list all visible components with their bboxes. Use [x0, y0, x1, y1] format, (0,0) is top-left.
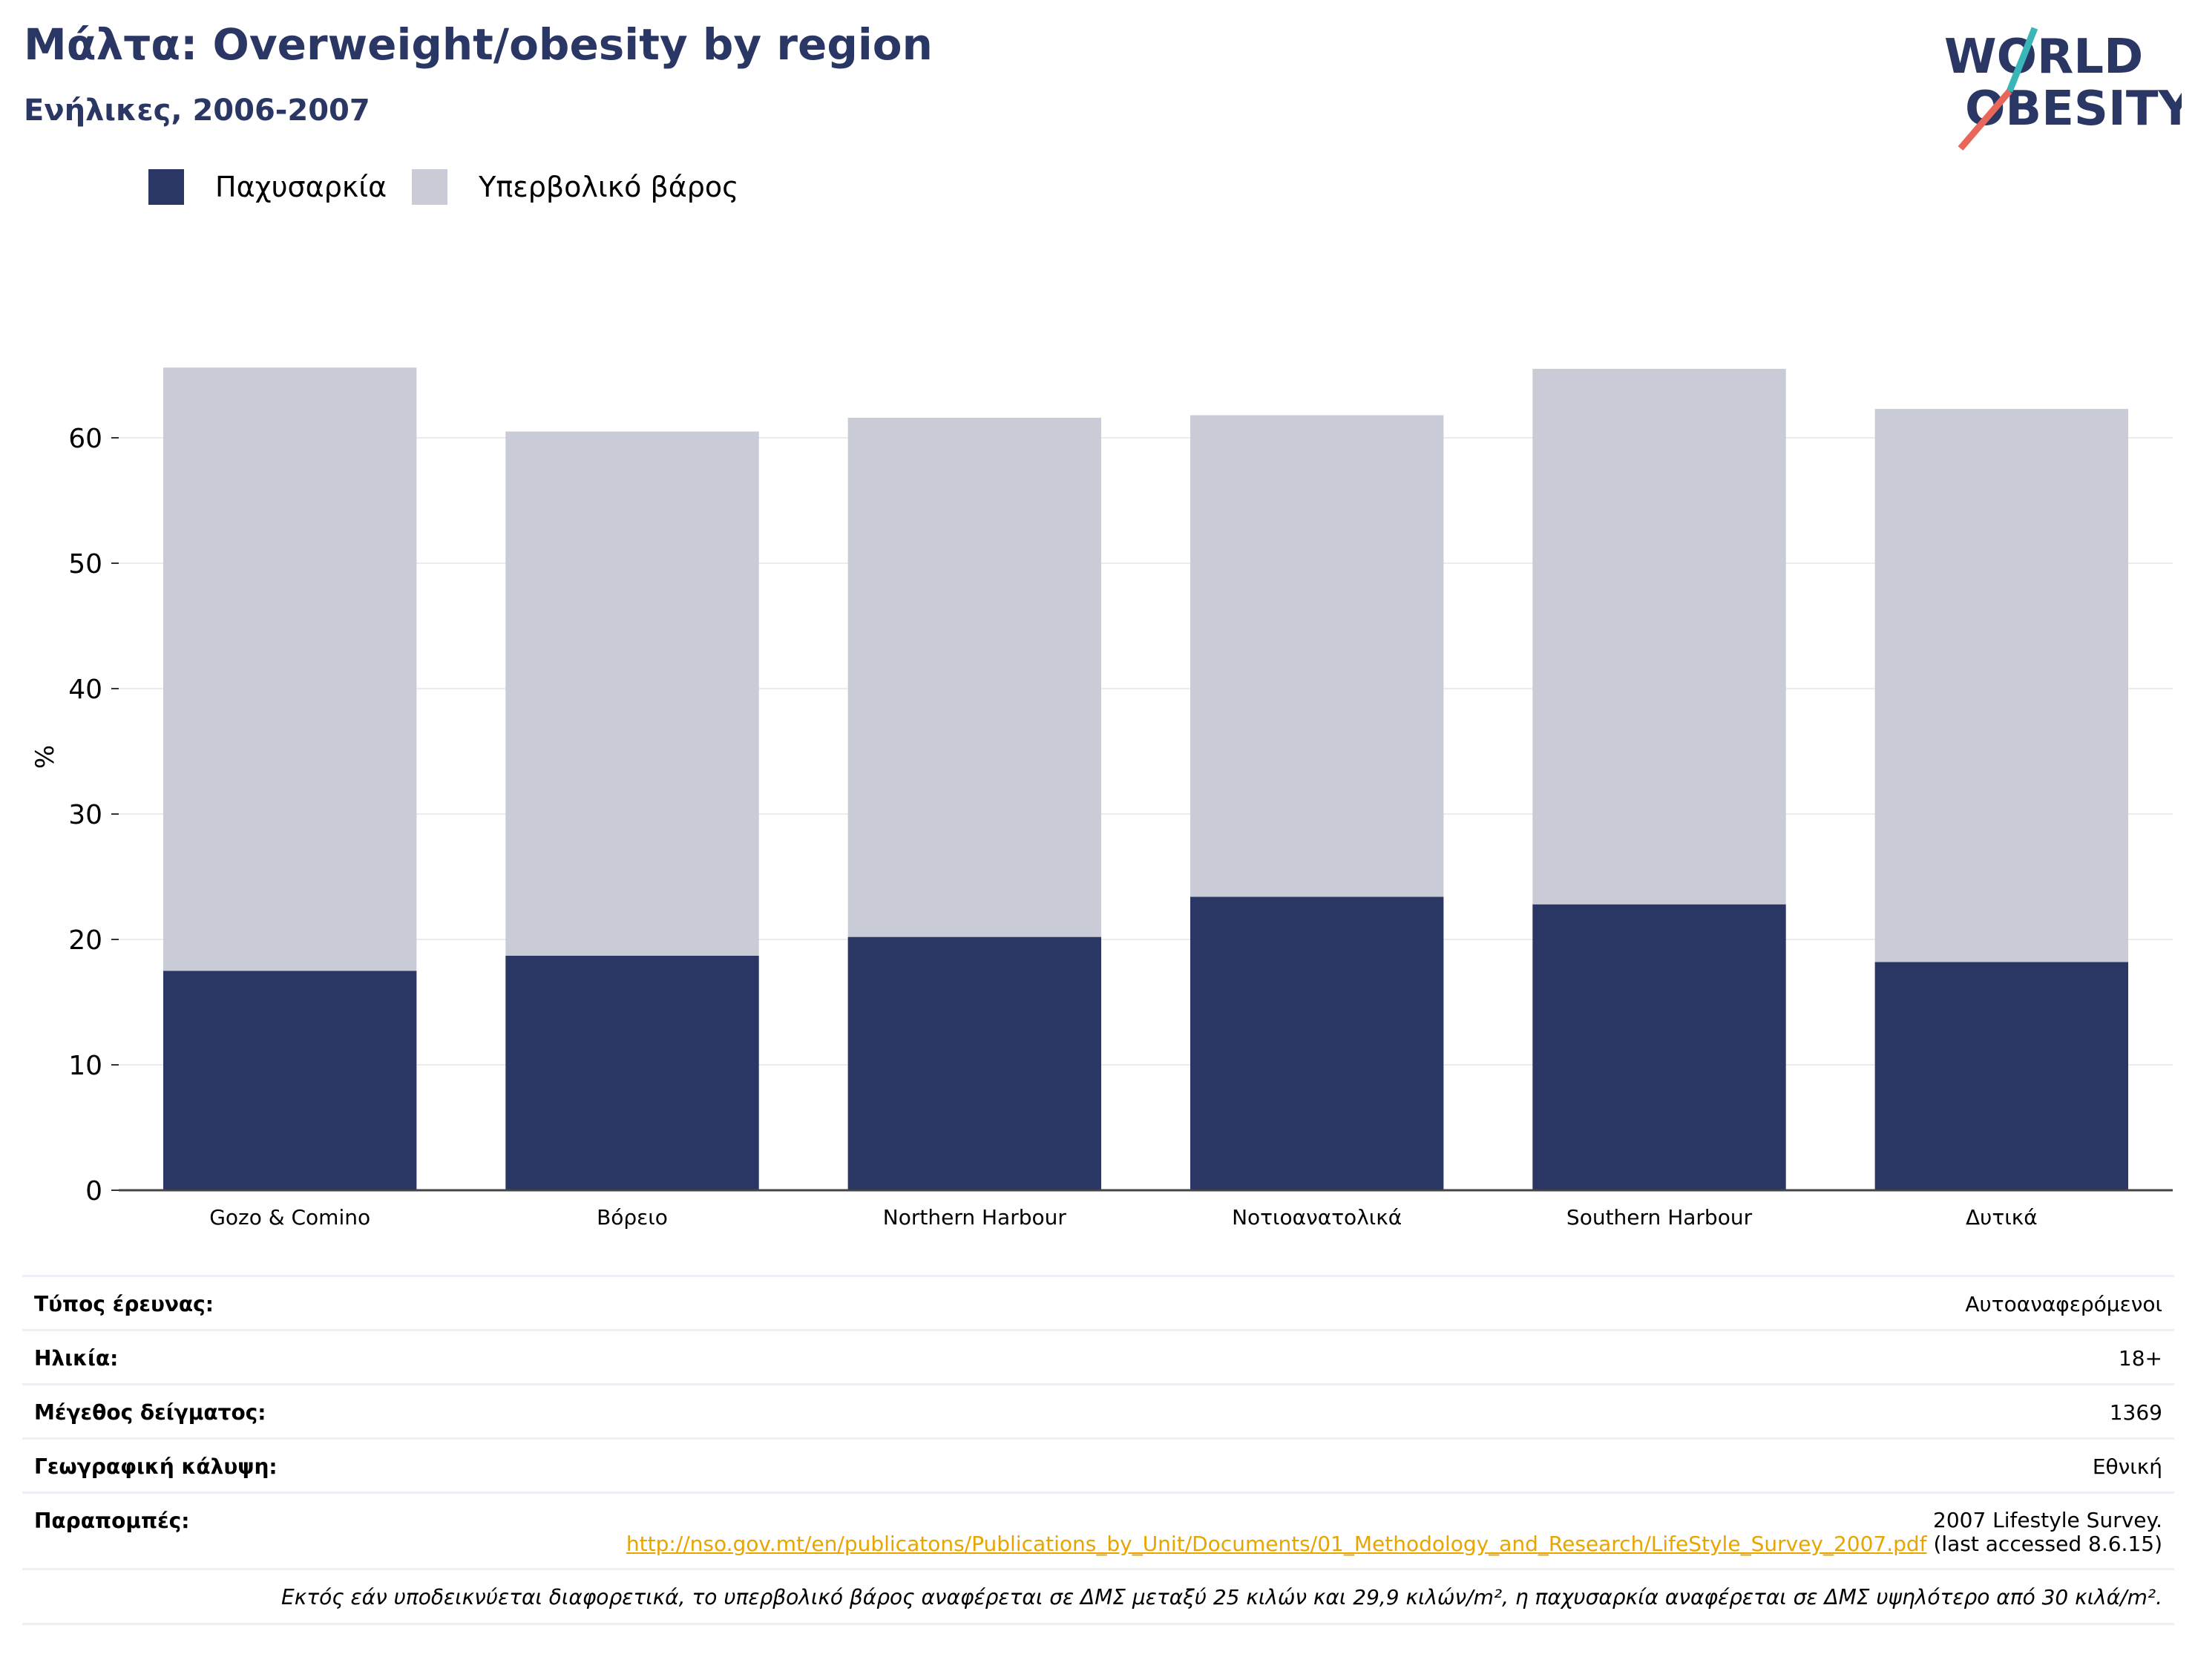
stacked-bar-chart: 0 10 20 30 40 50 60% Gozo & Comino Βόρειο Norther… [30, 367, 2173, 1230]
y-tick-label-50: 50 [68, 549, 102, 580]
reference-link[interactable]: http://nso.gov.mt/en/publicatons/Publica… [626, 1532, 1927, 1556]
info-row-age: Ηλικία: 18+ [22, 1329, 2174, 1383]
info-label-references: Παραπομπές: [34, 1509, 190, 1533]
y-tick-label-30: 30 [68, 800, 102, 830]
info-label-survey-type: Τύπος έρευνας: [34, 1292, 214, 1316]
logo-text-obesity: OBESITY [1965, 82, 2182, 137]
y-tick-label-20: 20 [68, 925, 102, 956]
chart-legend: Παχυσαρκία Υπερβολικό βάρος [148, 169, 764, 205]
info-label-age: Ηλικία: [34, 1346, 119, 1371]
x-tick-label-2: Northern Harbour [883, 1205, 1067, 1230]
info-label-coverage: Γεωγραφική κάλυψη: [34, 1454, 278, 1479]
bar-overweight-5 [1874, 409, 2129, 962]
logo-slash-red [1958, 89, 2012, 151]
y-tick-label-0: 0 [85, 1176, 102, 1207]
bar-obesity-3 [1190, 896, 1444, 1190]
legend-label-obesity: Παχυσαρκία [215, 171, 387, 203]
y-tick-label-60: 60 [68, 424, 102, 454]
survey-info-table: Τύπος έρευνας: Αυτοαναφερόμενοι Ηλικία: … [22, 1275, 2174, 1625]
chart-title: Μάλτα: Overweight/obesity by region [24, 19, 933, 70]
info-value-age: 18+ [2118, 1346, 2162, 1371]
bar-obesity-0 [163, 971, 417, 1190]
legend-item-obesity[interactable]: Παχυσαρκία [148, 169, 387, 205]
definition-note: Εκτός εάν υποδεικνύεται διαφορετικά, το … [22, 1568, 2174, 1625]
y-tick-label-10: 10 [68, 1051, 102, 1081]
bar-overweight-2 [847, 417, 1102, 937]
info-value-references: 2007 Lifestyle Survey. http://nso.gov.mt… [626, 1509, 2162, 1556]
x-tick-label-0: Gozo & Comino [209, 1205, 370, 1230]
info-value-sample-size: 1369 [2109, 1400, 2162, 1425]
info-row-sample-size: Μέγεθος δείγματος: 1369 [22, 1383, 2174, 1437]
legend-swatch-obesity [148, 169, 184, 205]
info-label-sample-size: Μέγεθος δείγματος: [34, 1400, 266, 1425]
bar-obesity-5 [1874, 962, 2129, 1190]
bar-overweight-0 [163, 367, 417, 971]
x-tick-label-1: Βόρειο [597, 1205, 668, 1230]
x-tick-label-5: Δυτικά [1966, 1205, 2038, 1230]
info-row-survey-type: Τύπος έρευνας: Αυτοαναφερόμενοι [22, 1275, 2174, 1329]
logo-slash-teal [2006, 27, 2038, 93]
bar-obesity-2 [847, 936, 1102, 1190]
chart-subtitle: Ενήλικες, 2006-2007 [24, 93, 370, 128]
info-value-survey-type: Αυτοαναφερόμενοι [1965, 1292, 2162, 1316]
bar-overweight-3 [1190, 415, 1444, 897]
bar-obesity-4 [1532, 904, 1786, 1190]
info-row-coverage: Γεωγραφική κάλυψη: Εθνική [22, 1437, 2174, 1492]
bar-overweight-1 [505, 431, 759, 956]
x-tick-label-4: Southern Harbour [1566, 1205, 1753, 1230]
legend-item-overweight[interactable]: Υπερβολικό βάρος [412, 169, 738, 205]
legend-swatch-overweight [412, 169, 448, 205]
info-row-references: Παραπομπές: 2007 Lifestyle Survey. http:… [22, 1492, 2174, 1568]
bar-obesity-1 [505, 955, 759, 1190]
legend-label-overweight: Υπερβολικό βάρος [479, 171, 739, 203]
x-tick-label-3: Νοτιοανατολικά [1232, 1205, 1402, 1230]
reference-text: 2007 Lifestyle Survey. [1933, 1508, 2162, 1532]
y-tick-label-40: 40 [68, 675, 102, 705]
info-value-coverage: Εθνική [2092, 1454, 2162, 1479]
reference-accessed: (last accessed 8.6.15) [1933, 1532, 2162, 1556]
bar-overweight-4 [1532, 369, 1786, 905]
y-axis-label: % [30, 745, 60, 769]
world-obesity-logo: WORLD OBESITY [1944, 27, 2182, 151]
logo-text-world: WORLD [1944, 30, 2143, 85]
